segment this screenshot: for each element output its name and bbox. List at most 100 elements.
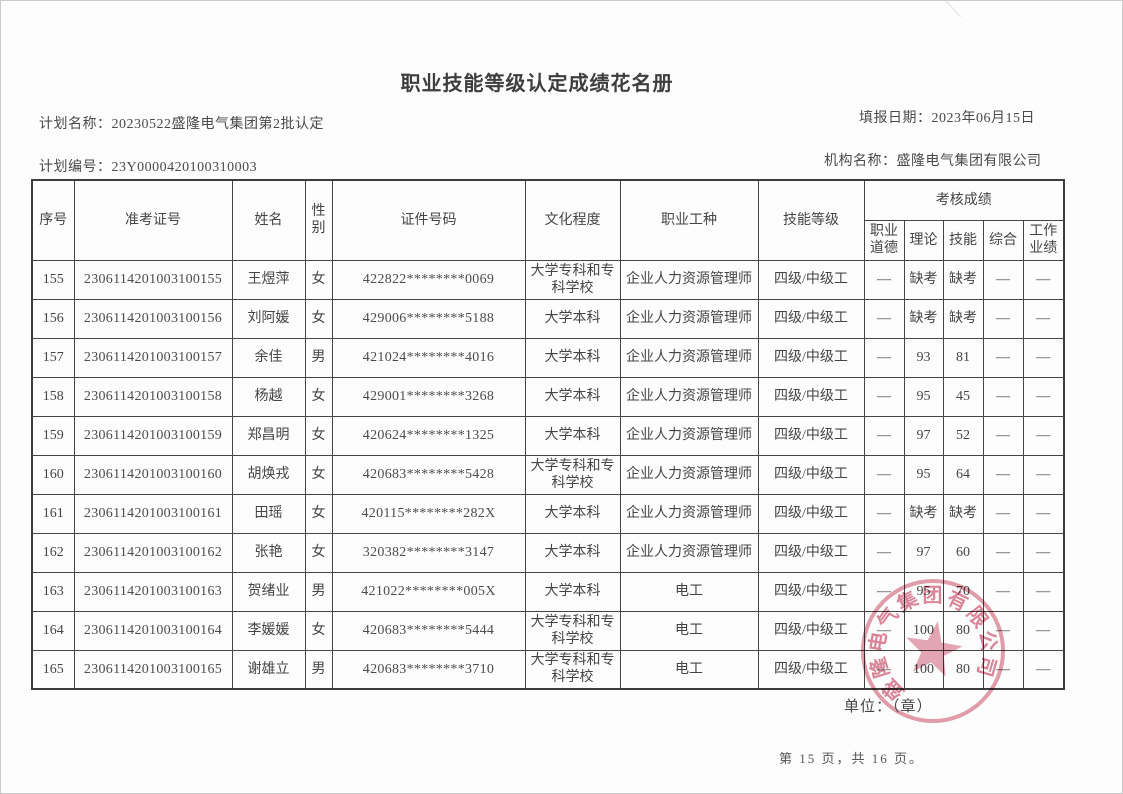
- cell-level: 四级/中级工: [757, 454, 865, 495]
- cell-comp: —: [982, 337, 1024, 378]
- cell-occ: 企业人力资源管理师: [619, 298, 759, 339]
- cell-work: —: [1022, 532, 1065, 573]
- cell-occ: 电工: [619, 571, 759, 612]
- cell-work: —: [1022, 649, 1065, 690]
- cell-theory: 95: [903, 376, 944, 417]
- cell-edu: 大学本科: [524, 298, 621, 339]
- cell-theory: 93: [903, 337, 944, 378]
- cell-edu: 大学本科: [524, 493, 621, 534]
- cell-gender: 男: [304, 571, 333, 612]
- cell-skill: 80: [942, 610, 984, 651]
- cell-comp: —: [982, 259, 1024, 300]
- cell-work: —: [1022, 571, 1065, 612]
- cell-gender: 女: [304, 415, 333, 456]
- cell-occ: 电工: [619, 649, 759, 690]
- table-row: 163 2306114201003100163 贺绪业男 421022********…: [31, 571, 1065, 612]
- cell-seq: 157: [31, 337, 75, 378]
- cell-seq: 158: [31, 376, 75, 417]
- cell-comp: —: [982, 298, 1024, 339]
- cell-edu: 大学专科和专科学校: [524, 610, 621, 651]
- cell-name: 张艳: [231, 532, 306, 573]
- cell-skill: 64: [942, 454, 984, 495]
- plan-name-label: 计划名称：: [39, 117, 112, 132]
- cell-theory: 100: [903, 649, 944, 690]
- cell-ticket: 2306114201003100163: [73, 571, 233, 612]
- cell-name: 贺绪业: [231, 571, 306, 612]
- fill-date: 填报日期：2023年06月15日: [859, 107, 1035, 127]
- cell-skill: 缺考: [942, 493, 984, 534]
- cell-gender: 女: [304, 376, 333, 417]
- cell-theory: 97: [903, 415, 944, 456]
- cell-work: —: [1022, 298, 1065, 339]
- col-header-id: 证件号码: [331, 179, 526, 261]
- table-row: 164 2306114201003100164 李媛媛女 420683********…: [31, 610, 1065, 651]
- cell-edu: 大学本科: [524, 415, 621, 456]
- plan-name-value: 20230522盛隆电气集团第2批认定: [111, 117, 324, 132]
- col-header-gender: 性别: [304, 179, 333, 261]
- cell-work: —: [1022, 415, 1065, 456]
- page-number: 第 15 页，共 16 页。: [779, 751, 925, 766]
- cell-work: —: [1022, 454, 1065, 495]
- results-table: 序号 准考证号 姓名 性别 证件号码 文化程度 职业工种 技能等级 考核成绩 职…: [31, 179, 1066, 690]
- cell-name: 王煜萍: [231, 259, 306, 300]
- cell-gender: 女: [304, 298, 333, 339]
- org-name: 机构名称：盛隆电气集团有限公司: [824, 150, 1042, 170]
- table-row: 165 2306114201003100165 谢雄立男 420683********…: [31, 649, 1065, 690]
- cell-id: 420683********3710: [331, 649, 526, 690]
- cell-ticket: 2306114201003100161: [73, 493, 233, 534]
- cell-seq: 161: [31, 493, 75, 534]
- plan-name: 计划名称：20230522盛隆电气集团第2批认定: [39, 113, 324, 133]
- table-row: 159 2306114201003100159 郑昌明女 420624********…: [31, 415, 1065, 456]
- cell-comp: —: [982, 532, 1024, 573]
- cell-level: 四级/中级工: [757, 649, 865, 690]
- cell-edu: 大学专科和专科学校: [524, 454, 621, 495]
- table-row: 156 2306114201003100156 刘阿媛女 429006********…: [31, 298, 1065, 339]
- plan-code: 计划编号：23Y0000420100310003: [39, 156, 257, 176]
- cell-name: 李媛媛: [231, 610, 306, 651]
- cell-name: 杨越: [231, 376, 306, 417]
- cell-level: 四级/中级工: [757, 571, 865, 612]
- page-title: 职业技能等级认定成绩花名册: [400, 73, 674, 95]
- cell-occ: 企业人力资源管理师: [619, 454, 759, 495]
- cell-level: 四级/中级工: [757, 532, 865, 573]
- cell-level: 四级/中级工: [757, 493, 865, 534]
- cell-gender: 男: [304, 649, 333, 690]
- col-header-scores-group: 考核成绩: [863, 179, 1065, 221]
- cell-id: 420624********1325: [331, 415, 526, 456]
- cell-seq: 163: [31, 571, 75, 612]
- cell-level: 四级/中级工: [757, 610, 865, 651]
- cell-ethics: —: [863, 649, 905, 690]
- cell-comp: —: [982, 376, 1024, 417]
- cell-theory: 缺考: [903, 298, 944, 339]
- cell-name: 刘阿媛: [231, 298, 306, 339]
- table-row: 158 2306114201003100158 杨越女 429001********3…: [31, 376, 1065, 417]
- cell-name: 田瑶: [231, 493, 306, 534]
- fill-date-value: 2023年06月15日: [931, 111, 1035, 126]
- cell-ethics: —: [863, 610, 905, 651]
- cell-gender: 女: [304, 532, 333, 573]
- col-header-seq: 序号: [31, 179, 75, 261]
- cell-seq: 162: [31, 532, 75, 573]
- cell-edu: 大学本科: [524, 376, 621, 417]
- table-row: 157 2306114201003100157 余佳男 421024********4…: [31, 337, 1065, 378]
- cell-ethics: —: [863, 571, 905, 612]
- org-name-value: 盛隆电气集团有限公司: [896, 154, 1042, 169]
- cell-gender: 女: [304, 610, 333, 651]
- col-header-ticket: 准考证号: [73, 179, 233, 261]
- plan-code-value: 23Y0000420100310003: [111, 160, 258, 175]
- cell-theory: 95: [903, 571, 944, 612]
- cell-level: 四级/中级工: [757, 415, 865, 456]
- cell-comp: —: [982, 649, 1024, 690]
- cell-ticket: 2306114201003100164: [73, 610, 233, 651]
- cell-comp: —: [982, 493, 1024, 534]
- unit-seal-label: 单位：（章）: [844, 699, 933, 715]
- cell-work: —: [1022, 376, 1065, 417]
- col-header-level: 技能等级: [757, 179, 865, 261]
- cell-ticket: 2306114201003100158: [73, 376, 233, 417]
- cell-skill: 缺考: [942, 298, 984, 339]
- cell-skill: 81: [942, 337, 984, 378]
- col-header-theory: 理论: [903, 219, 944, 261]
- cell-ticket: 2306114201003100162: [73, 532, 233, 573]
- cell-occ: 企业人力资源管理师: [619, 259, 759, 300]
